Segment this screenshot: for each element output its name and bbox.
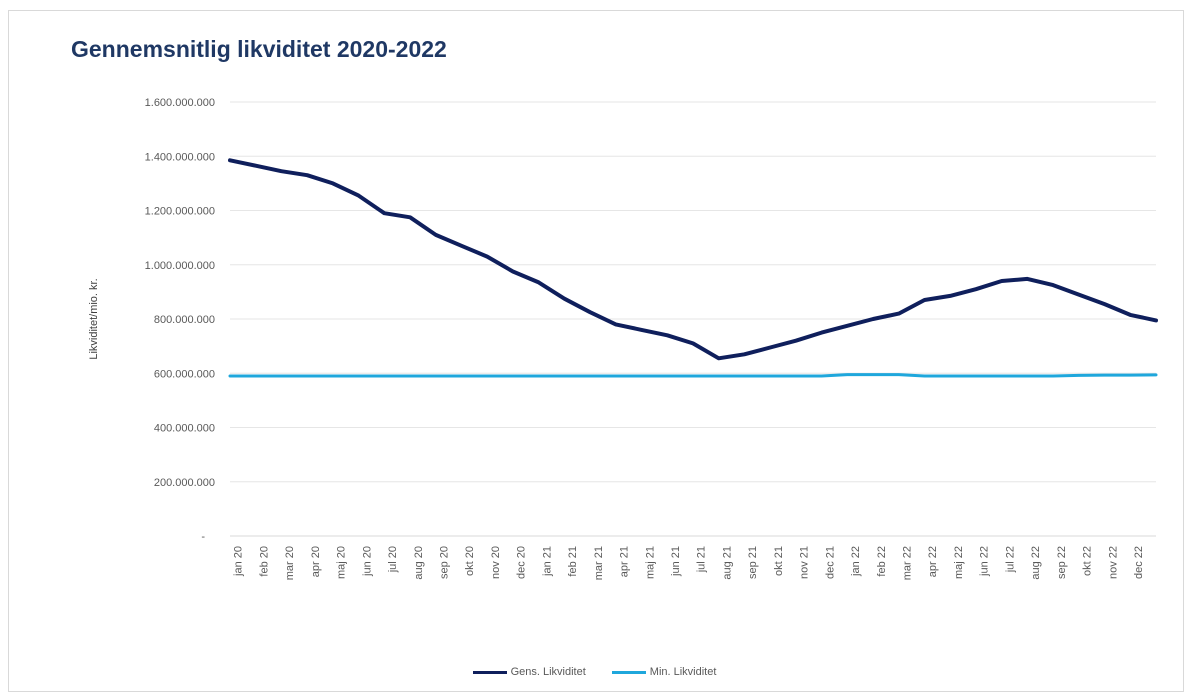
x-tick-label: jan 22 bbox=[850, 546, 862, 577]
x-tick-label: feb 21 bbox=[567, 546, 579, 577]
x-tick-label: okt 21 bbox=[773, 546, 785, 576]
x-tick-label: jun 21 bbox=[670, 546, 682, 577]
x-tick-label: jul 21 bbox=[696, 546, 708, 573]
y-tick-label: 1.000.000.000 bbox=[145, 260, 215, 272]
x-tick-label: maj 20 bbox=[336, 546, 348, 579]
chart-title: Gennemsnitlig likviditet 2020-2022 bbox=[71, 36, 447, 62]
chart-frame bbox=[8, 10, 1184, 692]
legend-swatch-min bbox=[611, 670, 646, 674]
series-line-gens-likviditet bbox=[228, 158, 1158, 361]
x-tick-label: apr 20 bbox=[310, 546, 322, 577]
y-tick-label: 400.000.000 bbox=[154, 423, 215, 435]
y-tick-label: - bbox=[201, 531, 205, 543]
y-tick-label: 600.000.000 bbox=[154, 368, 215, 380]
x-tick-label: aug 21 bbox=[721, 546, 733, 580]
x-tick-label: jun 20 bbox=[361, 546, 373, 577]
x-tick-label: jun 22 bbox=[979, 546, 991, 577]
x-tick-label: mar 22 bbox=[901, 546, 913, 580]
x-tick-label: okt 20 bbox=[464, 546, 476, 576]
x-tick-label: dec 20 bbox=[516, 546, 528, 579]
y-tick-label: 1.400.000.000 bbox=[145, 151, 215, 163]
series-lines bbox=[228, 158, 1158, 378]
series-line-min-likviditet bbox=[228, 373, 1158, 378]
x-tick-label: jan 21 bbox=[541, 546, 553, 577]
x-tick-label: apr 21 bbox=[619, 546, 631, 577]
y-axis-ticks: - 200.000.000 400.000.000 600.000.000 800.00… bbox=[145, 97, 215, 543]
x-tick-label: maj 21 bbox=[644, 546, 656, 579]
x-tick-label: apr 22 bbox=[927, 546, 939, 577]
y-axis-label: Likviditet/mio. kr. bbox=[88, 278, 100, 359]
x-tick-label: nov 22 bbox=[1107, 546, 1119, 579]
gridlines bbox=[230, 101, 1156, 537]
x-tick-label: feb 22 bbox=[876, 546, 888, 577]
x-tick-label: nov 20 bbox=[490, 546, 502, 579]
x-tick-label: mar 21 bbox=[593, 546, 605, 580]
x-axis-ticks: jan 20 feb 20 mar 20 apr 20 maj 20 jun 20 jul … bbox=[233, 546, 1145, 580]
legend: Gens. Likviditet Min. Likviditet bbox=[0, 666, 1189, 678]
x-tick-label: dec 22 bbox=[1133, 546, 1145, 579]
legend-item-min: Min. Likviditet bbox=[611, 666, 717, 678]
x-tick-label: feb 20 bbox=[258, 546, 270, 577]
x-tick-label: jan 20 bbox=[233, 546, 245, 577]
legend-item-gens: Gens. Likviditet bbox=[472, 666, 586, 678]
x-tick-label: nov 21 bbox=[799, 546, 811, 579]
legend-label-min: Min. Likviditet bbox=[649, 666, 717, 678]
x-tick-label: sep 20 bbox=[438, 546, 450, 579]
legend-swatch-gens bbox=[472, 670, 507, 674]
y-tick-label: 200.000.000 bbox=[154, 477, 215, 489]
x-tick-label: jul 20 bbox=[387, 546, 399, 573]
x-tick-label: maj 22 bbox=[953, 546, 965, 579]
x-tick-label: sep 21 bbox=[747, 546, 759, 579]
x-tick-label: aug 22 bbox=[1030, 546, 1042, 580]
x-tick-label: mar 20 bbox=[284, 546, 296, 580]
legend-label-gens: Gens. Likviditet bbox=[510, 666, 586, 678]
x-tick-label: dec 21 bbox=[824, 546, 836, 579]
x-tick-label: okt 22 bbox=[1082, 546, 1094, 576]
x-tick-label: sep 22 bbox=[1056, 546, 1068, 579]
y-tick-label: 1.200.000.000 bbox=[145, 206, 215, 218]
x-tick-label: aug 20 bbox=[413, 546, 425, 580]
x-tick-label: jul 22 bbox=[1004, 546, 1016, 573]
y-tick-label: 800.000.000 bbox=[154, 314, 215, 326]
y-tick-label: 1.600.000.000 bbox=[145, 97, 215, 109]
